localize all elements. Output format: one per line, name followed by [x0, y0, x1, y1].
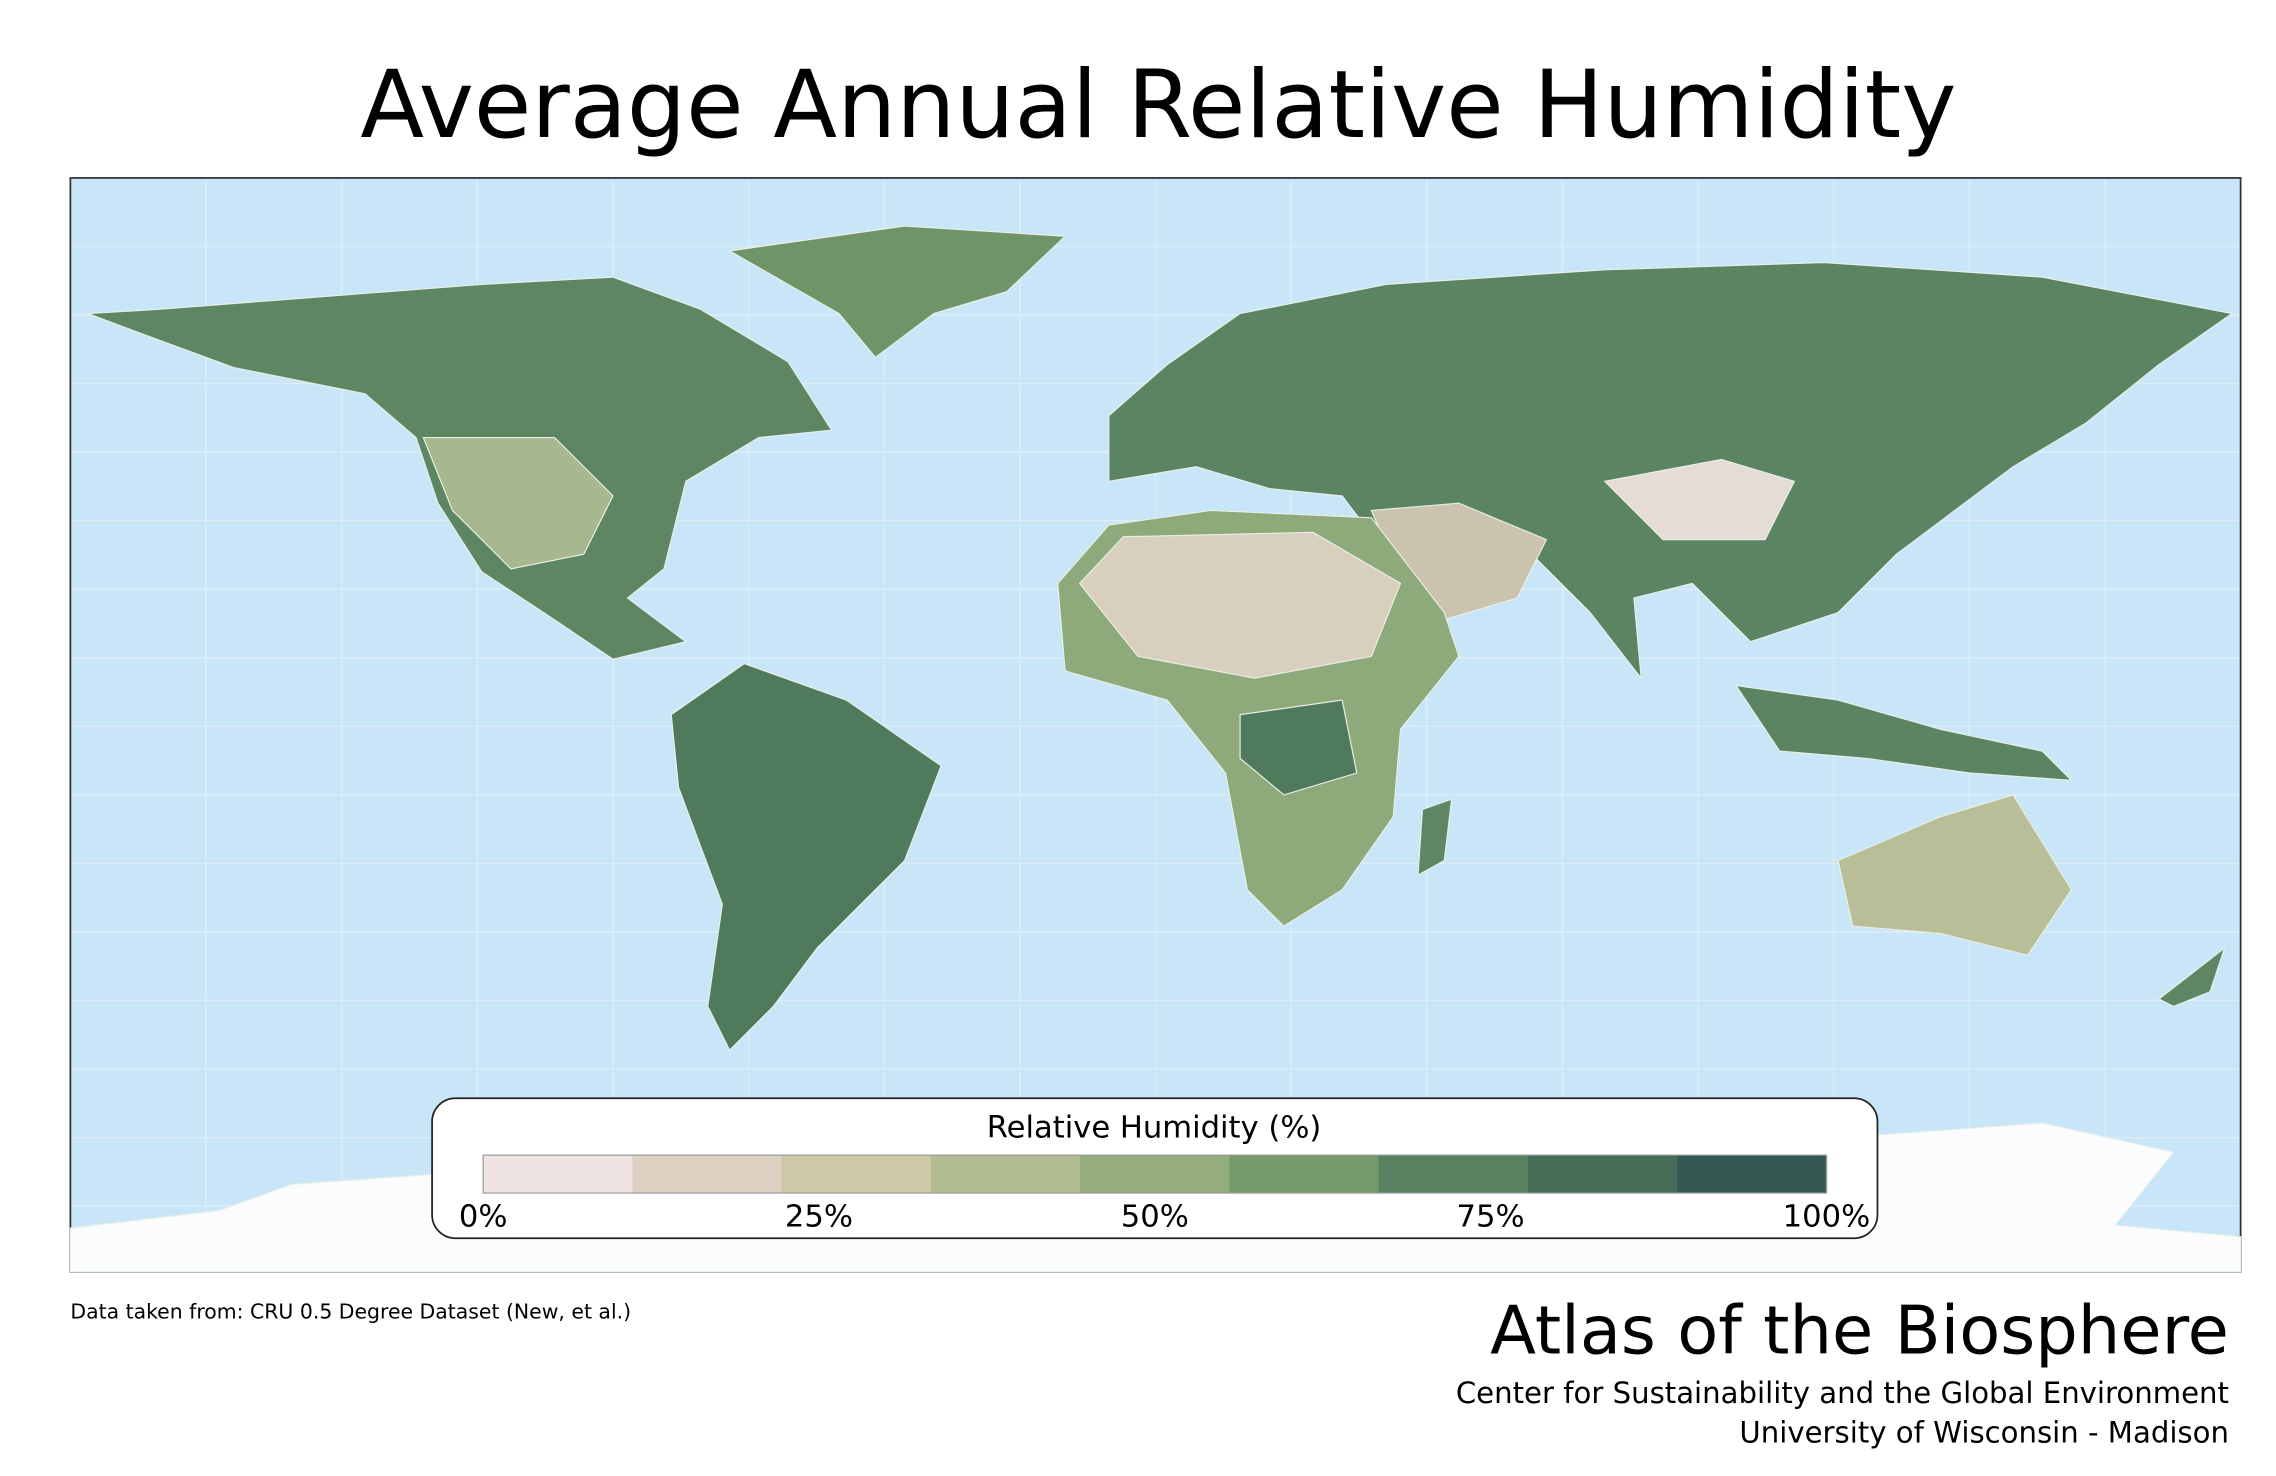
- map-title: Average Annual Relative Humidity: [360, 51, 1956, 160]
- sahara-dry: [1078, 531, 1402, 679]
- legend-swatch: [1229, 1155, 1380, 1194]
- north-america-dry: [422, 436, 614, 570]
- legend-swatch: [930, 1155, 1081, 1194]
- legend-swatch: [632, 1155, 783, 1194]
- legend-swatch: [483, 1155, 634, 1194]
- legend-scale: [482, 1154, 1828, 1194]
- legend-scale-outline: [482, 1154, 1827, 1194]
- credits-line: University of Wisconsin - Madison: [1739, 1415, 2229, 1449]
- legend: Relative Humidity (%) 0% 25% 50% 75% 100%: [431, 1097, 1879, 1240]
- south-america: [670, 662, 942, 1052]
- source-note: Data taken from: CRU 0.5 Degree Dataset …: [70, 1299, 631, 1323]
- legend-label: 25%: [785, 1200, 853, 1235]
- legend-label: 100%: [1783, 1200, 1871, 1235]
- greenland: [727, 225, 1067, 359]
- australia: [1837, 794, 2073, 956]
- legend-swatch: [1527, 1155, 1678, 1194]
- credits-name: Atlas of the Biosphere: [1490, 1291, 2229, 1369]
- congo-humid: [1239, 699, 1358, 796]
- new-zealand: [2157, 946, 2226, 1008]
- tibet-dry: [1603, 458, 1796, 541]
- map-frame: [69, 177, 2242, 1273]
- legend-swatch: [1080, 1155, 1231, 1194]
- legend-labels: 0% 25% 50% 75% 100%: [459, 1200, 1870, 1235]
- legend-label: 0%: [459, 1200, 508, 1235]
- legend-label: 75%: [1457, 1200, 1525, 1235]
- credits-line: Center for Sustainability and the Global…: [1456, 1376, 2229, 1410]
- legend-swatch: [781, 1155, 932, 1194]
- legend-title: Relative Humidity (%): [987, 1111, 1322, 1146]
- legend-swatch: [1378, 1155, 1529, 1194]
- legend-swatch: [1677, 1155, 1828, 1194]
- legend-label: 50%: [1121, 1200, 1189, 1235]
- madagascar: [1417, 798, 1453, 877]
- southeast-asia-islands: [1734, 684, 2073, 781]
